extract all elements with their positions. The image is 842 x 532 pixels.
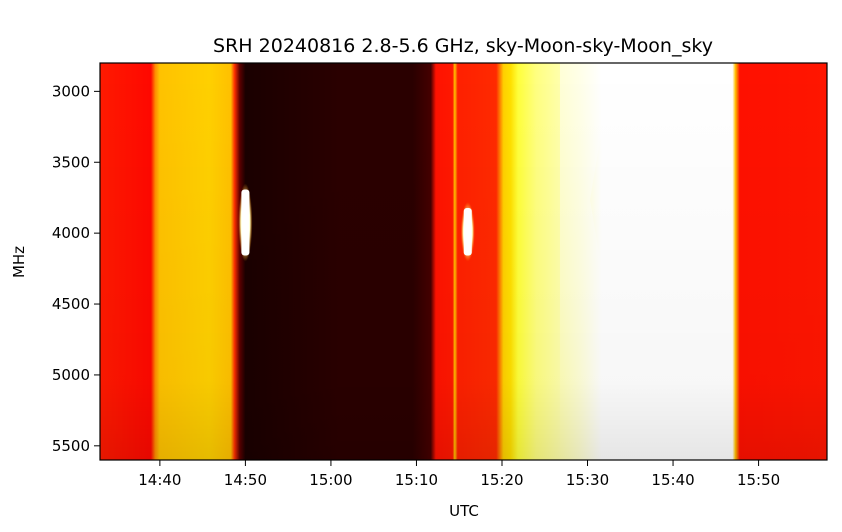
y-tick-label: 5500 <box>52 437 90 455</box>
plot-frame <box>99 62 828 461</box>
burst-layer <box>238 183 475 262</box>
heatmap-area <box>100 63 827 460</box>
x-axis-label: UTC <box>449 502 479 520</box>
x-tick-label: 15:20 <box>480 471 523 489</box>
x-tick-label: 15:50 <box>737 471 780 489</box>
y-tick-label: 4000 <box>52 224 90 242</box>
x-tick-label: 15:10 <box>395 471 438 489</box>
x-tick-label: 14:50 <box>224 471 267 489</box>
burst-core <box>241 189 250 256</box>
y-tick-label: 4500 <box>52 295 90 313</box>
x-tick-label: 15:40 <box>651 471 694 489</box>
y-tick-label: 3500 <box>52 153 90 171</box>
x-axis: 14:40 14:50 15:00 15:10 15:20 15:30 15:40 15:50 <box>138 460 780 489</box>
y-axis-label: MHz <box>10 246 28 278</box>
x-tick-label: 15:30 <box>566 471 609 489</box>
y-tick-label: 5000 <box>52 366 90 384</box>
heatmap-shading <box>100 63 827 460</box>
y-axis: 3000 3500 4000 4500 5000 5500 <box>52 82 100 455</box>
x-tick-label: 14:40 <box>138 471 181 489</box>
burst-core <box>463 207 472 256</box>
x-tick-label: 15:00 <box>309 471 352 489</box>
y-tick-label: 3000 <box>52 82 90 100</box>
chart-title: SRH 20240816 2.8-5.6 GHz, sky-Moon-sky-M… <box>213 35 713 57</box>
